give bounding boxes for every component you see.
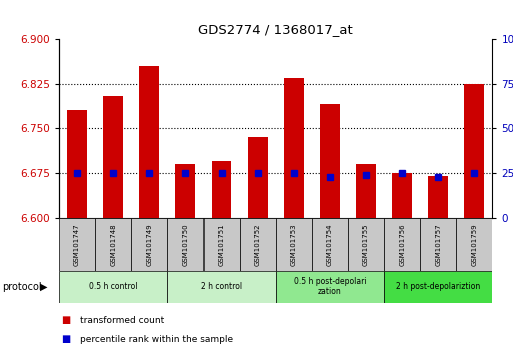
Text: GSM101753: GSM101753 (291, 223, 297, 266)
Bar (167, 271, 275, 303)
Text: ▶: ▶ (40, 282, 47, 292)
Bar (59, 218, 95, 271)
Text: GSM101750: GSM101750 (183, 223, 188, 266)
Text: GSM101751: GSM101751 (219, 223, 225, 266)
Bar (284, 78, 304, 218)
Bar (276, 218, 312, 271)
Bar (464, 84, 484, 218)
Bar (67, 110, 87, 218)
Title: GDS2774 / 1368017_at: GDS2774 / 1368017_at (199, 23, 353, 36)
Text: GSM101757: GSM101757 (436, 223, 441, 266)
Bar (59, 271, 167, 303)
Bar (204, 218, 240, 271)
Text: 2 h post-depolariztion: 2 h post-depolariztion (396, 282, 480, 291)
Text: 0.5 h post-depolari
zation: 0.5 h post-depolari zation (293, 277, 366, 296)
Bar (167, 218, 204, 271)
Bar (240, 218, 275, 271)
Bar (348, 218, 384, 271)
Bar (420, 218, 456, 271)
Bar (392, 173, 412, 218)
Bar (384, 218, 420, 271)
Bar (95, 218, 131, 271)
Text: GSM101759: GSM101759 (471, 223, 478, 266)
Bar (384, 271, 492, 303)
Bar (131, 218, 167, 271)
Text: GSM101748: GSM101748 (110, 223, 116, 266)
Text: GSM101747: GSM101747 (74, 223, 80, 266)
Bar (175, 164, 195, 218)
Bar (140, 66, 159, 218)
Text: protocol: protocol (3, 282, 42, 292)
Text: GSM101749: GSM101749 (146, 223, 152, 266)
Bar (275, 271, 384, 303)
Text: GSM101752: GSM101752 (254, 223, 261, 266)
Text: transformed count: transformed count (80, 316, 164, 325)
Bar (356, 164, 376, 218)
Bar (103, 96, 123, 218)
Bar (428, 176, 448, 218)
Bar (248, 137, 268, 218)
Text: ■: ■ (62, 334, 71, 344)
Text: GSM101754: GSM101754 (327, 223, 333, 266)
Text: percentile rank within the sample: percentile rank within the sample (80, 335, 232, 344)
Bar (312, 218, 348, 271)
Text: GSM101755: GSM101755 (363, 223, 369, 266)
Bar (212, 161, 231, 218)
Bar (320, 104, 340, 218)
Bar (457, 218, 492, 271)
Text: ■: ■ (62, 315, 71, 325)
Text: 0.5 h control: 0.5 h control (89, 282, 137, 291)
Text: GSM101756: GSM101756 (399, 223, 405, 266)
Text: 2 h control: 2 h control (201, 282, 242, 291)
